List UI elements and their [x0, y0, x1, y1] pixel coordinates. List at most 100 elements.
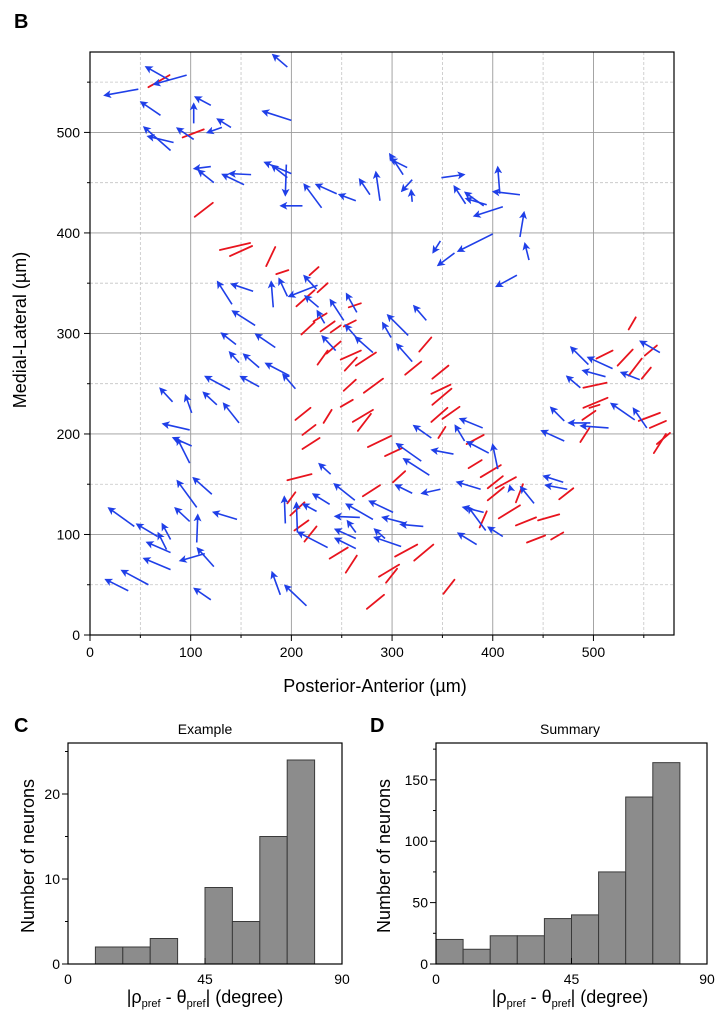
direction-arrow	[296, 531, 328, 549]
orientation-segment	[558, 487, 575, 501]
direction-arrow	[146, 133, 174, 144]
orientation-segment	[437, 426, 447, 439]
direction-arrow	[455, 480, 481, 491]
orientation-segment	[301, 424, 317, 436]
orientation-segment	[339, 349, 362, 361]
histogram-bar	[149, 938, 179, 965]
direction-arrow	[549, 406, 565, 422]
x-tick-label: 90	[334, 971, 350, 987]
orientation-segment	[339, 398, 354, 408]
orientation-segment	[351, 408, 374, 423]
panel-b-grid	[90, 52, 674, 635]
orientation-segment	[303, 525, 318, 543]
orientation-segment	[526, 534, 547, 544]
x-tick-label: 90	[699, 971, 715, 987]
panel-letter-d: D	[370, 715, 384, 737]
direction-arrow	[152, 74, 187, 87]
direction-arrow	[228, 351, 240, 364]
panel-letter-c: C	[14, 715, 28, 737]
direction-arrow	[135, 523, 158, 538]
direction-arrow	[494, 165, 503, 194]
direction-arrow	[197, 169, 215, 184]
direction-arrow	[399, 520, 424, 529]
direction-arrow	[454, 424, 466, 442]
orientation-segment	[582, 396, 609, 409]
direction-arrow	[287, 284, 318, 298]
direction-arrow	[412, 304, 427, 321]
panel-b-y-axis-title: Medial-Lateral (µm)	[10, 252, 30, 408]
direction-arrow	[487, 526, 504, 538]
orientation-segment	[497, 504, 521, 520]
orientation-segment	[579, 427, 591, 443]
direction-arrow	[193, 513, 202, 543]
direction-arrow	[171, 436, 193, 447]
direction-arrow	[329, 298, 345, 321]
orientation-segment	[286, 473, 313, 482]
direction-arrow	[382, 321, 392, 338]
direction-arrow	[211, 510, 238, 521]
direction-arrow	[264, 362, 290, 377]
orientation-segment	[430, 406, 449, 423]
direction-arrow	[281, 164, 290, 197]
orientation-segment	[354, 351, 377, 367]
direction-arrow	[490, 443, 499, 470]
orientation-segment	[319, 320, 336, 333]
direction-arrow	[345, 292, 358, 313]
direction-arrow	[193, 96, 212, 106]
direction-arrow	[456, 233, 494, 252]
direction-arrow	[333, 528, 357, 540]
direction-arrow	[205, 126, 223, 135]
y-tick-label: 400	[57, 225, 81, 241]
x-tick-label: 500	[582, 644, 606, 660]
direction-arrow	[436, 252, 455, 267]
orientation-segment	[595, 349, 614, 360]
orientation-segment	[486, 486, 505, 502]
x-tick-label: 400	[481, 644, 505, 660]
y-tick-label: 150	[405, 772, 429, 788]
orientation-segment	[229, 245, 254, 257]
orientation-segment	[328, 546, 349, 560]
direction-arrow	[222, 402, 240, 424]
direction-arrow	[464, 196, 487, 206]
panel-d-title: Summary	[540, 721, 600, 737]
y-tick-label: 0	[420, 956, 428, 972]
direction-arrow	[507, 484, 516, 494]
orientation-segment	[441, 405, 461, 420]
orientation-segment	[467, 459, 483, 470]
histogram-bar	[625, 796, 654, 965]
orientation-segment	[418, 336, 433, 353]
orientation-segment	[392, 470, 407, 484]
orientation-segment	[486, 475, 504, 490]
orientation-segment	[362, 377, 384, 394]
orientation-segment	[301, 437, 321, 450]
y-tick-label: 50	[412, 895, 428, 911]
orientation-segment	[308, 266, 320, 277]
direction-arrow	[407, 188, 416, 202]
x-tick-label: 300	[380, 644, 404, 660]
direction-arrow	[311, 493, 331, 506]
orientation-segment	[356, 412, 372, 432]
orientation-segment	[643, 344, 658, 357]
histogram-bar	[94, 946, 124, 965]
direction-arrow	[178, 552, 206, 563]
direction-arrow	[386, 313, 409, 337]
orientation-segment	[537, 513, 561, 522]
orientation-segment	[655, 432, 671, 445]
orientation-segment	[286, 491, 297, 505]
direction-arrow	[242, 353, 260, 369]
direction-arrow	[139, 101, 161, 116]
direction-arrow	[183, 393, 193, 414]
direction-arrow	[333, 512, 360, 521]
direction-arrow	[303, 294, 320, 308]
direction-arrow	[472, 206, 504, 218]
x-tick-label: 0	[64, 971, 72, 987]
orientation-segment	[413, 543, 435, 562]
direction-arrow	[491, 188, 521, 197]
orientation-segment	[430, 383, 452, 395]
direction-arrow	[430, 447, 454, 456]
direction-arrow	[239, 375, 260, 388]
y-tick-label: 100	[405, 833, 429, 849]
direction-arrow	[192, 163, 211, 172]
direction-arrow	[270, 570, 282, 596]
